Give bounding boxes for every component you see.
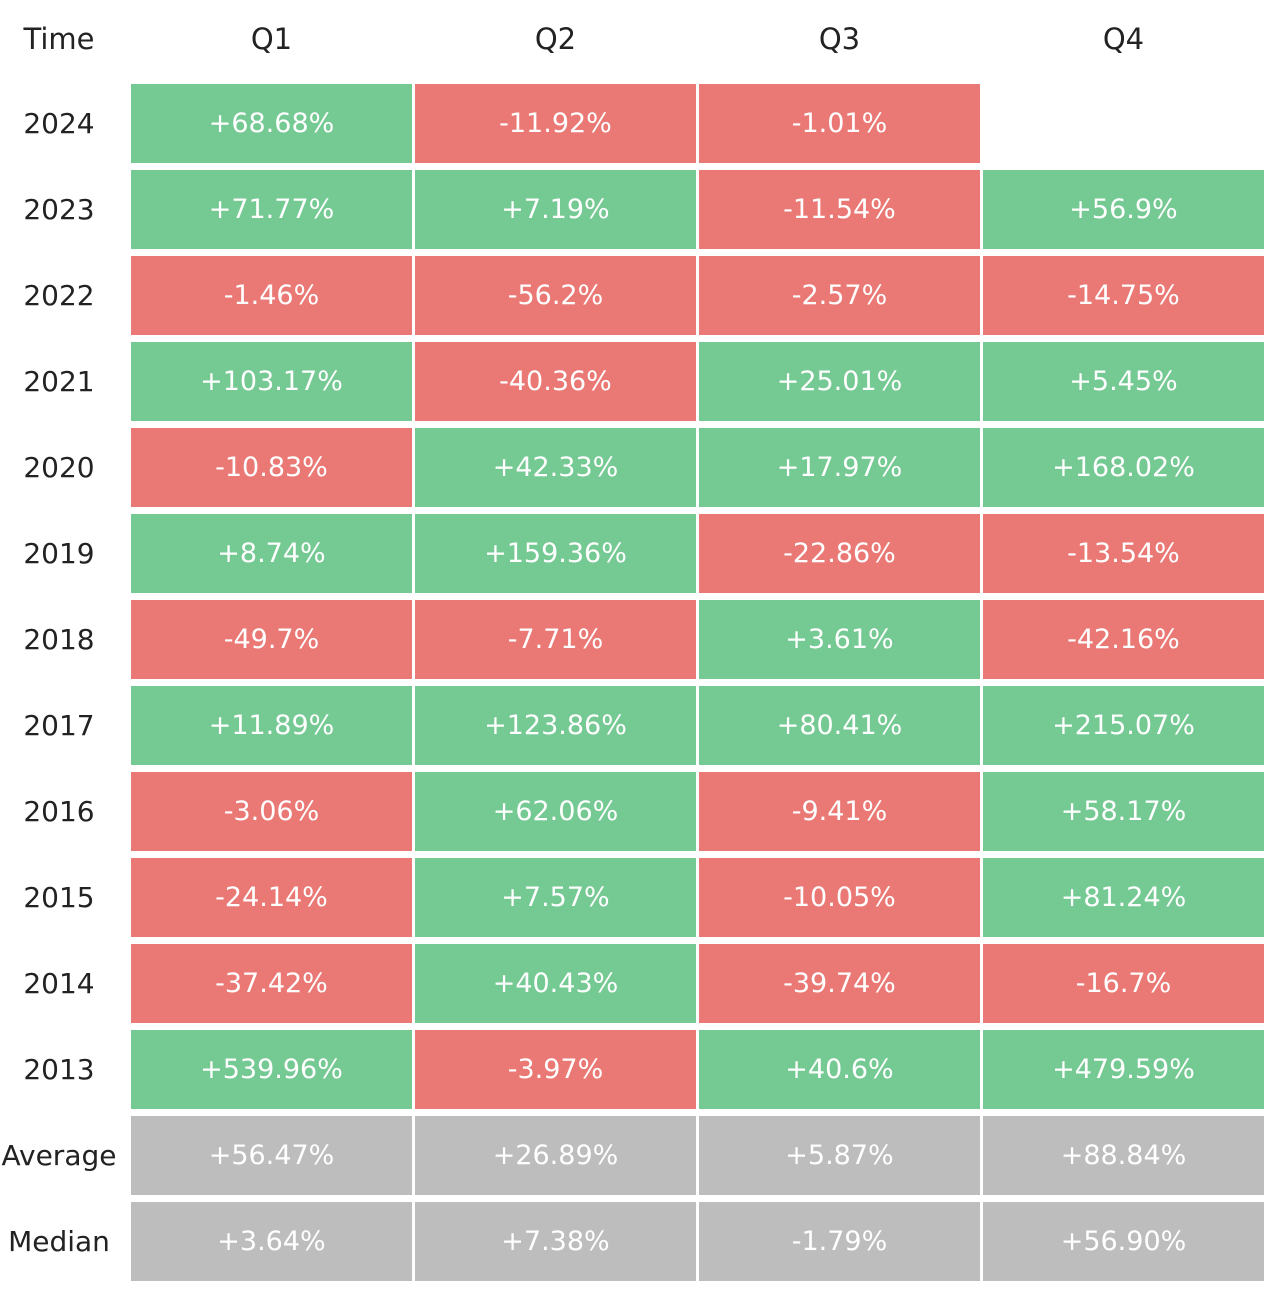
- row-label-2016: 2016: [23, 795, 95, 828]
- cell-2023-q2: +7.19%: [415, 170, 696, 249]
- row-label-2019: 2019: [23, 537, 95, 570]
- cell-2016-q3: -9.41%: [699, 772, 980, 851]
- cell-2022-q3: -2.57%: [699, 256, 980, 335]
- cell-2017-q4: +215.07%: [983, 686, 1264, 765]
- cell-2016-q4: +58.17%: [983, 772, 1264, 851]
- row-label-2015: 2015: [23, 881, 95, 914]
- cell-2019-q4: -13.54%: [983, 514, 1264, 593]
- cell-2015-q3: -10.05%: [699, 858, 980, 937]
- cell-2023-q4: +56.9%: [983, 170, 1264, 249]
- cell-2013-q3: +40.6%: [699, 1030, 980, 1109]
- cell-2022-q4: -14.75%: [983, 256, 1264, 335]
- row-label-2022: 2022: [23, 279, 95, 312]
- header-time: Time: [23, 22, 95, 56]
- cell-average-q1: +56.47%: [131, 1116, 412, 1195]
- cell-median-q4: +56.90%: [983, 1202, 1264, 1281]
- cell-average-q4: +88.84%: [983, 1116, 1264, 1195]
- cell-2024-q1: +68.68%: [131, 84, 412, 163]
- cell-2014-q1: -37.42%: [131, 944, 412, 1023]
- cell-2014-q4: -16.7%: [983, 944, 1264, 1023]
- header-q1: Q1: [250, 22, 293, 56]
- cell-2019-q3: -22.86%: [699, 514, 980, 593]
- cell-2014-q2: +40.43%: [415, 944, 696, 1023]
- cell-2020-q1: -10.83%: [131, 428, 412, 507]
- cell-2014-q3: -39.74%: [699, 944, 980, 1023]
- cell-2017-q1: +11.89%: [131, 686, 412, 765]
- cell-2016-q2: +62.06%: [415, 772, 696, 851]
- row-label-2024: 2024: [23, 107, 95, 140]
- cell-2019-q1: +8.74%: [131, 514, 412, 593]
- cell-2018-q4: -42.16%: [983, 600, 1264, 679]
- cell-2022-q2: -56.2%: [415, 256, 696, 335]
- row-label-2013: 2013: [23, 1053, 95, 1086]
- row-label-2017: 2017: [23, 709, 95, 742]
- cell-2021-q1: +103.17%: [131, 342, 412, 421]
- cell-2020-q3: +17.97%: [699, 428, 980, 507]
- header-q3: Q3: [818, 22, 861, 56]
- row-label-2018: 2018: [23, 623, 95, 656]
- cell-2020-q2: +42.33%: [415, 428, 696, 507]
- cell-median-q1: +3.64%: [131, 1202, 412, 1281]
- cell-2015-q4: +81.24%: [983, 858, 1264, 937]
- row-label-2020: 2020: [23, 451, 95, 484]
- row-label-2023: 2023: [23, 193, 95, 226]
- cell-2020-q4: +168.02%: [983, 428, 1264, 507]
- cell-2015-q2: +7.57%: [415, 858, 696, 937]
- cell-2023-q3: -11.54%: [699, 170, 980, 249]
- cell-2017-q3: +80.41%: [699, 686, 980, 765]
- cell-2013-q4: +479.59%: [983, 1030, 1264, 1109]
- cell-2021-q4: +5.45%: [983, 342, 1264, 421]
- cell-2024-q2: -11.92%: [415, 84, 696, 163]
- cell-2021-q3: +25.01%: [699, 342, 980, 421]
- header-q2: Q2: [534, 22, 577, 56]
- cell-2022-q1: -1.46%: [131, 256, 412, 335]
- cell-2016-q1: -3.06%: [131, 772, 412, 851]
- row-label-median: Median: [8, 1225, 110, 1258]
- cell-2018-q3: +3.61%: [699, 600, 980, 679]
- cell-2018-q1: -49.7%: [131, 600, 412, 679]
- cell-2021-q2: -40.36%: [415, 342, 696, 421]
- cell-median-q2: +7.38%: [415, 1202, 696, 1281]
- cell-2023-q1: +71.77%: [131, 170, 412, 249]
- cell-2018-q2: -7.71%: [415, 600, 696, 679]
- cell-2013-q2: -3.97%: [415, 1030, 696, 1109]
- cell-average-q2: +26.89%: [415, 1116, 696, 1195]
- cell-median-q3: -1.79%: [699, 1202, 980, 1281]
- cell-2013-q1: +539.96%: [131, 1030, 412, 1109]
- cell-2019-q2: +159.36%: [415, 514, 696, 593]
- cell-2015-q1: -24.14%: [131, 858, 412, 937]
- cell-2017-q2: +123.86%: [415, 686, 696, 765]
- row-label-2021: 2021: [23, 365, 95, 398]
- cell-average-q3: +5.87%: [699, 1116, 980, 1195]
- row-label-2014: 2014: [23, 967, 95, 1000]
- row-label-average: Average: [1, 1139, 117, 1172]
- cell-2024-q3: -1.01%: [699, 84, 980, 163]
- header-q4: Q4: [1102, 22, 1145, 56]
